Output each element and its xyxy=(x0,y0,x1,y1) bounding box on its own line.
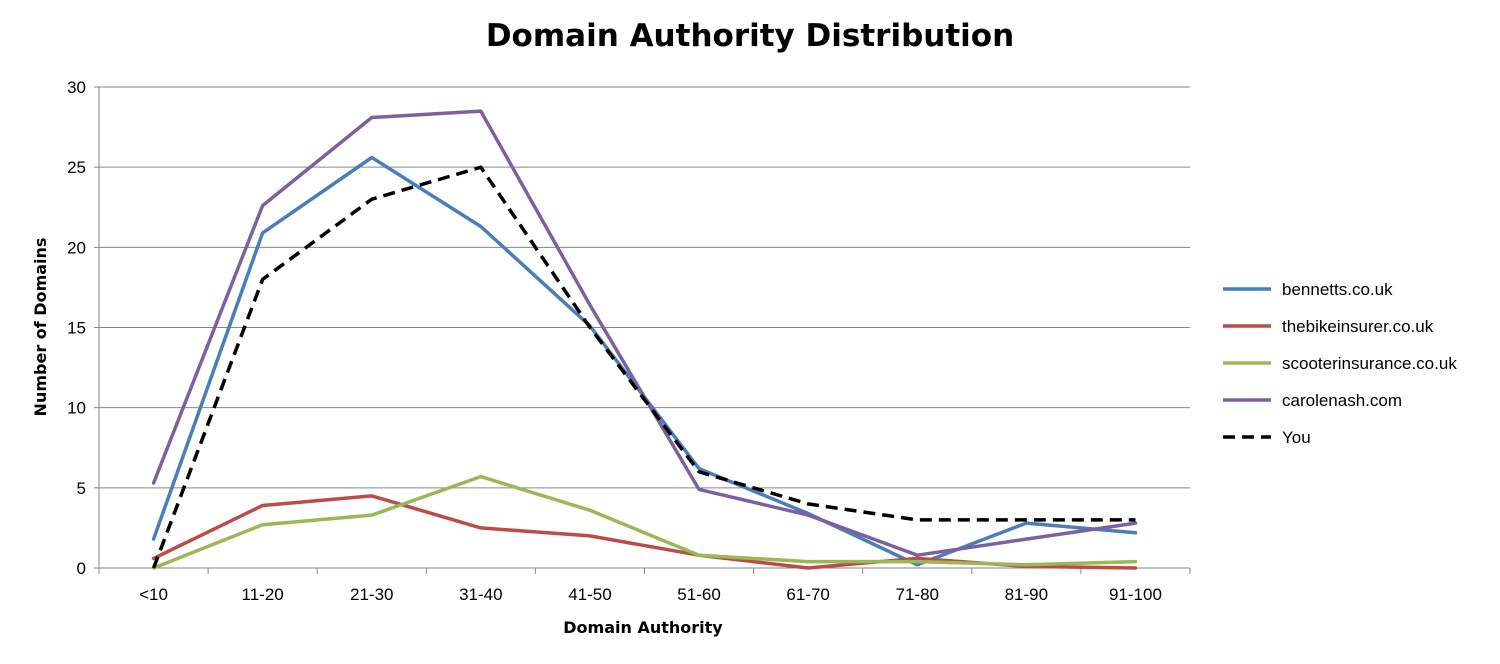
y-tick-label: 20 xyxy=(67,238,86,257)
legend-label-you: You xyxy=(1282,428,1311,447)
series-lines xyxy=(151,109,1138,570)
axes xyxy=(94,86,1191,574)
x-tick-label: 91-100 xyxy=(1109,585,1162,604)
gridlines xyxy=(99,86,1190,489)
legend-label-bennetts-co-uk: bennetts.co.uk xyxy=(1282,280,1393,299)
y-tick-label: 30 xyxy=(67,78,86,97)
x-tick-label: <10 xyxy=(139,585,168,604)
x-tick-label: 21-30 xyxy=(350,585,393,604)
y-tick-label: 25 xyxy=(67,158,86,177)
chart-title: Domain Authority Distribution xyxy=(485,18,1015,54)
legend-label-scooterinsurance-co-uk: scooterinsurance.co.uk xyxy=(1282,354,1457,373)
x-axis-title: Domain Authority xyxy=(563,618,723,637)
series-line-you xyxy=(151,165,1136,569)
x-tick-labels: <10 11-20 21-30 31-40 41-50 51-60 61-70 71-80 81… xyxy=(139,585,1162,604)
series-line-scooterinsurance-co-uk xyxy=(151,474,1138,570)
y-tick-label: 5 xyxy=(77,479,86,498)
x-tick-label: 11-20 xyxy=(242,585,284,604)
y-tick-label: 0 xyxy=(77,559,86,578)
y-axis-title: Number of Domains xyxy=(31,238,50,417)
legend-label-carolenash-com: carolenash.com xyxy=(1282,391,1402,410)
x-tick-label: 61-70 xyxy=(786,585,829,604)
x-tick-label: 51-60 xyxy=(677,585,720,604)
x-tick-label: 41-50 xyxy=(568,585,611,604)
series-line-carolenash-com xyxy=(151,109,1138,557)
x-tick-label: 31-40 xyxy=(459,585,502,604)
x-tick-label: 71-80 xyxy=(896,585,939,604)
y-tick-label: 15 xyxy=(67,319,86,338)
x-tick-label: 81-90 xyxy=(1005,585,1048,604)
legend-label-thebikeinsurer-co-uk: thebikeinsurer.co.uk xyxy=(1282,317,1434,336)
y-tick-label: 10 xyxy=(67,399,86,418)
y-tick-labels: 0 5 10 15 20 25 30 xyxy=(67,78,86,578)
legend: bennetts.co.uk thebikeinsurer.co.uk scoote… xyxy=(1223,280,1457,447)
